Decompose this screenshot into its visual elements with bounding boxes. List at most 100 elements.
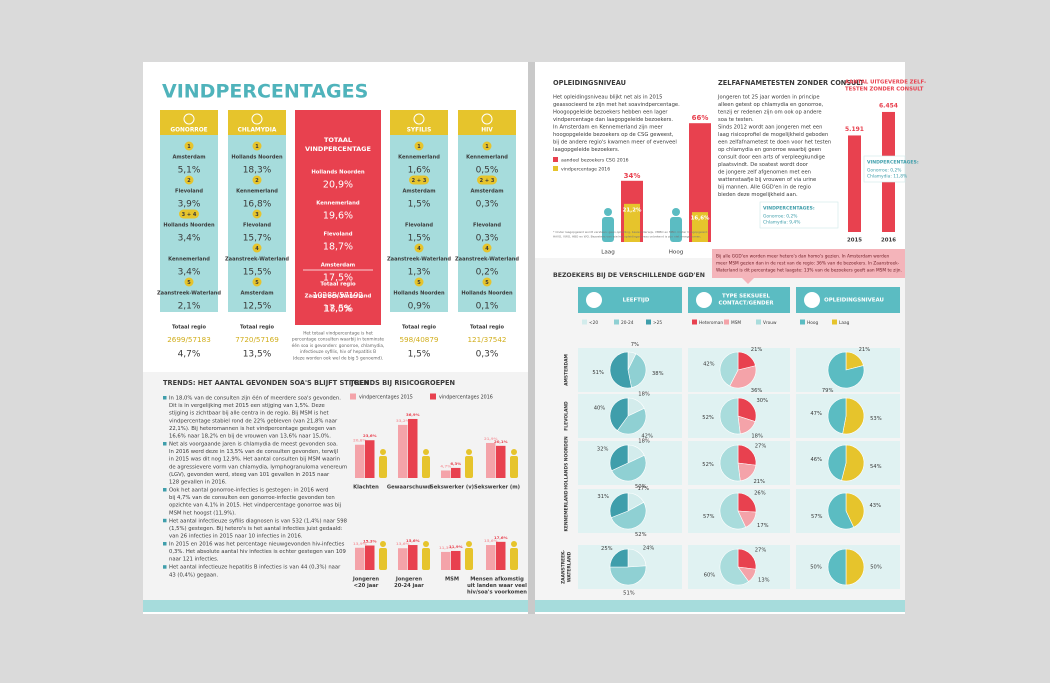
- bar: [496, 541, 506, 570]
- person-icon: [466, 449, 472, 455]
- total-count: 7720/57169: [235, 335, 279, 344]
- bullet-text: Het aantal infectieuze syfilis diagnosen…: [169, 518, 348, 524]
- rank: 4: [485, 246, 489, 252]
- pie-label: 43%: [870, 503, 882, 509]
- person-icon: [380, 541, 386, 547]
- bar-label: 6,3%: [450, 461, 461, 466]
- bar-label: 33,2%: [396, 418, 410, 423]
- pie-label: 46%: [810, 457, 822, 463]
- person-icon: [510, 548, 518, 570]
- legend-label: vindpercentages 2015: [359, 395, 413, 401]
- rank: 4: [255, 246, 259, 252]
- chart-title: TESTEN ZONDER CONSULT: [845, 87, 924, 93]
- body-text: bij de andere regio's kwamen meer of eve…: [553, 140, 677, 146]
- total-note: Het totaal vindpercentage is het: [303, 331, 373, 337]
- rank-badge: [414, 243, 424, 253]
- person-icon: [672, 208, 680, 216]
- region-value: 1,5%: [408, 200, 431, 210]
- pie-slice: [845, 492, 865, 528]
- header-icon: [696, 292, 712, 308]
- region-value: 1,3%: [408, 268, 431, 278]
- rank-badge: [414, 277, 424, 287]
- rank: 5: [255, 280, 259, 286]
- pie-label: 79%: [822, 388, 834, 394]
- legend-label: Heteroman: [699, 320, 723, 326]
- pie-label: 7%: [631, 342, 639, 348]
- body-text: Jongeren tot 25 jaar worden in principe: [717, 95, 820, 101]
- body-text: alleen getest op chlamydia en gonorroe,: [718, 102, 824, 108]
- rank: 3: [255, 212, 259, 218]
- person-icon: [423, 449, 429, 455]
- bar: [408, 545, 418, 570]
- left-page-lower: [143, 372, 529, 600]
- bar-label: 23,6%: [363, 433, 377, 438]
- footer-strip: [535, 600, 905, 612]
- pie-slice: [737, 548, 757, 570]
- pie-slice: [609, 351, 632, 389]
- total-note: één soa is gevonden: gonorroe, chlamydia…: [292, 342, 385, 349]
- region-value: 12,5%: [243, 302, 272, 312]
- bar-label: 5.191: [845, 126, 864, 133]
- bullet-text: opzichte van 4,1% in 2015. Het vindperce…: [169, 503, 341, 509]
- bar-label: 13,9%: [353, 541, 367, 546]
- rank-badge: [482, 141, 492, 151]
- pie-label: 50%: [810, 565, 822, 571]
- bullet-text: de agressievere vorm van chlamydia, lymp…: [169, 464, 347, 470]
- legend-swatch: [350, 393, 356, 400]
- column-title: CHLAMYDIA: [238, 128, 277, 134]
- region-name: Zaanstreek-Waterland: [157, 291, 221, 297]
- bullet: [163, 488, 167, 492]
- bar-label: 11,9%: [449, 544, 463, 549]
- pie-slice: [627, 353, 647, 389]
- region-value: 2,1%: [178, 302, 201, 312]
- bar-label: 21,9%: [484, 436, 498, 441]
- column-title: CONTACT/GENDER: [718, 301, 774, 307]
- pie-label: 18%: [751, 434, 763, 440]
- person-icon: [422, 548, 430, 570]
- legend-label: <20: [589, 320, 598, 326]
- bar-label: 15,6%: [406, 538, 420, 543]
- bar: [355, 444, 365, 478]
- total-count: 2699/57183: [167, 335, 211, 344]
- page-title: VINDPERCENTAGES: [162, 81, 368, 103]
- section-title: TRENDS BIJ RISICOGROEPEN: [350, 379, 455, 387]
- column-title: TYPE SEKSUEEL: [722, 294, 770, 300]
- rate-line: Chlamydia: 11,8%: [867, 174, 907, 180]
- region-name: Hollands Noorden: [393, 291, 445, 297]
- body-text: Sinds 2012 wordt aan jongeren met een: [718, 125, 822, 131]
- pie-label: 53%: [870, 416, 882, 422]
- pie-label: 52%: [635, 532, 647, 538]
- legend-swatch: [646, 319, 651, 325]
- bullet-text: In 18,0% van de consulten zijn één of me…: [169, 395, 341, 402]
- total-value: 4,7%: [178, 350, 201, 360]
- column-title: HIV: [481, 128, 493, 134]
- region-label: FLEVOLAND: [564, 401, 570, 431]
- region-value: 0,3%: [476, 234, 499, 244]
- rank-badge: [252, 243, 262, 253]
- pie-slice: [611, 454, 647, 482]
- footer-strip: [143, 600, 529, 612]
- body-text: plaatsvindt. De soatest wordt door: [718, 162, 809, 168]
- region-name: Kennemerland: [466, 155, 508, 161]
- pie-label: 32%: [597, 447, 609, 453]
- region-value: 5,1%: [178, 166, 201, 176]
- region-value: 20,9%: [323, 180, 353, 191]
- rank: 2: [187, 178, 191, 184]
- person-icon: [465, 548, 473, 570]
- region-name: Amsterdam: [402, 189, 435, 195]
- total-header: VINDPERCENTAGE: [305, 145, 371, 153]
- total-header: TOTAAL: [324, 136, 352, 144]
- bar: [441, 470, 451, 478]
- pie-label: 31%: [597, 494, 609, 500]
- column-title: LEEFTIJD: [623, 298, 650, 304]
- region-value: 18,3%: [243, 166, 272, 176]
- total-note: (deze worden ook wel de big 5 genoemd).: [293, 355, 384, 361]
- region-name: Kennemerland: [316, 201, 360, 207]
- region-value: 3,4%: [178, 234, 201, 244]
- bullet-text: Dit is in vergelijking met 2015 een stij…: [169, 403, 325, 409]
- group-label: Jongeren: [395, 577, 422, 583]
- pie-slice: [737, 397, 757, 422]
- region-name: Zaanstreek-Waterland: [455, 257, 519, 263]
- pie-slice: [609, 397, 629, 431]
- legend-label: 20-24: [621, 320, 634, 326]
